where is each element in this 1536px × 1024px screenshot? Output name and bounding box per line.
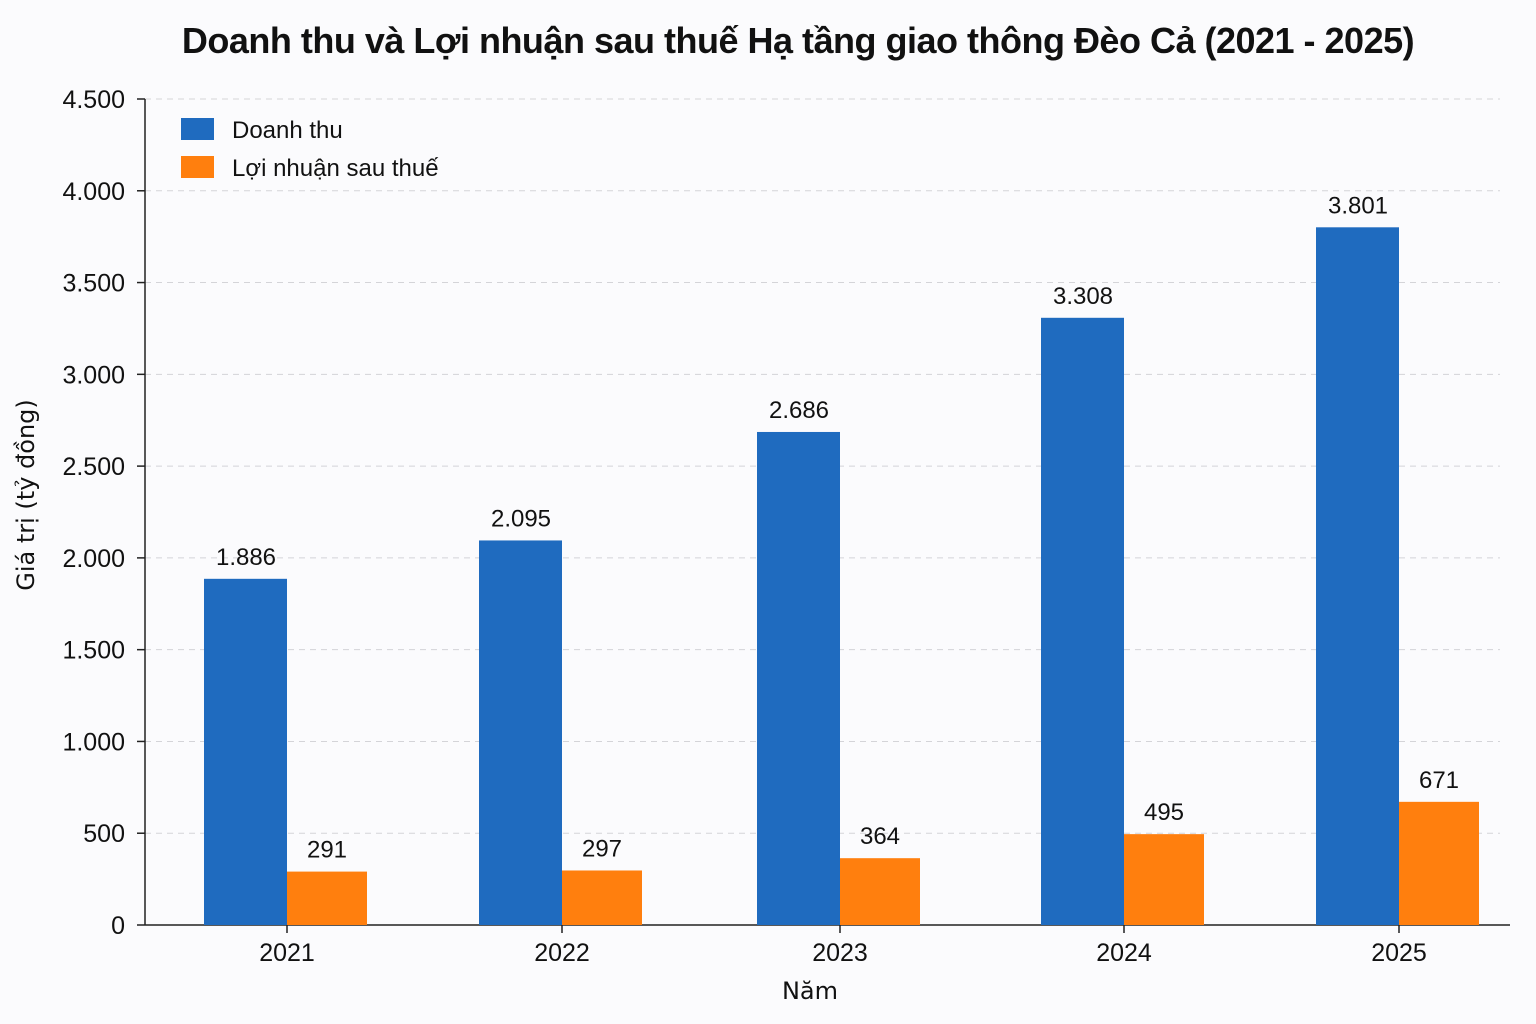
bar-loi-nhuan	[1124, 834, 1204, 925]
y-tick-label: 4.500	[62, 86, 125, 114]
x-axis-label: Năm	[782, 977, 838, 1005]
y-tick-label: 2.500	[62, 453, 125, 481]
y-tick-label: 4.000	[62, 178, 125, 206]
legend-label: Lợi nhuận sau thuế	[232, 155, 439, 182]
x-tick-label: 2024	[1096, 939, 1152, 967]
legend-label: Doanh thu	[232, 117, 343, 144]
data-label-doanh-thu: 3.801	[1328, 192, 1388, 219]
bar-loi-nhuan	[562, 870, 642, 925]
x-tick-label: 2023	[812, 939, 868, 967]
data-label-doanh-thu: 2.095	[491, 505, 551, 532]
x-tick-label: 2022	[534, 939, 590, 967]
y-tick-label: 0	[111, 912, 125, 940]
bar-doanh-thu	[479, 540, 562, 925]
bar-doanh-thu	[204, 578, 287, 925]
chart-title: Doanh thu và Lợi nhuận sau thuế Hạ tầng …	[181, 20, 1415, 61]
y-tick-label: 2.000	[62, 545, 125, 573]
legend-swatch	[181, 156, 214, 178]
bar-doanh-thu	[1041, 317, 1124, 925]
bar-loi-nhuan	[840, 858, 920, 925]
data-label-loi-nhuan: 297	[582, 835, 622, 862]
data-label-doanh-thu: 2.686	[769, 397, 829, 424]
x-tick-label: 2021	[259, 939, 315, 967]
bar-doanh-thu	[1316, 227, 1399, 926]
x-tick-label: 2025	[1371, 939, 1427, 967]
bar-loi-nhuan	[287, 871, 367, 925]
data-label-loi-nhuan: 291	[307, 837, 347, 864]
data-label-doanh-thu: 1.886	[216, 544, 276, 571]
bar-loi-nhuan	[1399, 801, 1479, 925]
data-label-doanh-thu: 3.308	[1053, 283, 1113, 310]
data-label-loi-nhuan: 495	[1144, 799, 1184, 826]
data-label-loi-nhuan: 364	[860, 823, 900, 850]
data-label-loi-nhuan: 671	[1419, 767, 1459, 794]
y-tick-label: 3.000	[62, 361, 125, 389]
legend-swatch	[181, 118, 214, 140]
y-axis-label: Giá trị (tỷ đồng)	[12, 399, 40, 591]
y-tick-label: 1.000	[62, 728, 125, 756]
bar-doanh-thu	[757, 431, 840, 925]
y-tick-label: 500	[83, 820, 125, 848]
y-tick-label: 3.500	[62, 270, 125, 298]
y-tick-label: 1.500	[62, 637, 125, 665]
